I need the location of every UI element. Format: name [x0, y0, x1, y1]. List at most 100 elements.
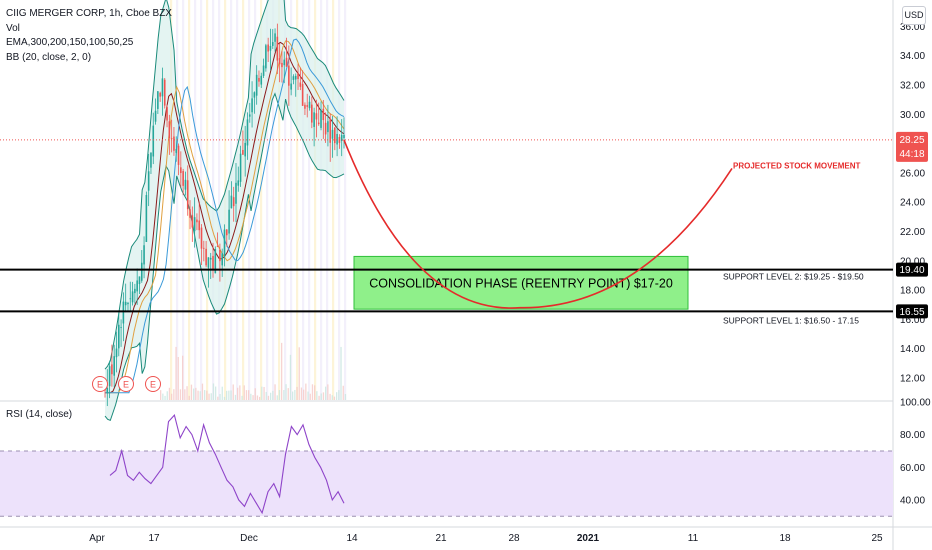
volume-indicator-label[interactable]: Vol [6, 22, 20, 34]
session-band [290, 0, 293, 400]
candle-body [308, 101, 311, 109]
rsi-indicator-label[interactable]: RSI (14, close) [6, 409, 73, 420]
volume-bar [287, 388, 289, 400]
price-tick-label: 22.00 [900, 227, 925, 238]
volume-bar [234, 394, 237, 400]
volume-bar [316, 391, 318, 400]
volume-bar [294, 389, 296, 400]
session-band [284, 0, 287, 400]
price-axis[interactable]: 12.00 14.00 16.00 18.00 20.00 22.00 24.00 26.00… [900, 22, 925, 385]
candle-body [315, 113, 318, 120]
candle-body [152, 125, 155, 157]
candle-body [173, 136, 175, 151]
volume-bar [248, 390, 250, 400]
rsi-axis[interactable]: 40.00 60.00 80.00 100.00 [900, 398, 931, 507]
candle-body [267, 44, 269, 52]
price-tick-label: 12.00 [900, 374, 925, 385]
volume-bar [226, 390, 228, 400]
volume-bar [267, 395, 270, 400]
volume-bar [305, 383, 307, 400]
consolidation-box[interactable] [353, 255, 689, 310]
time-axis[interactable]: Apr 17 Dec 14 21 28 2021 11 18 25 [89, 533, 883, 544]
volume-bar [201, 383, 204, 400]
symbol-title[interactable]: CIIG MERGER CORP, 1h, Cboe BZX [6, 8, 172, 19]
session-band [344, 0, 347, 400]
price-tick-label: 26.00 [900, 168, 925, 179]
volume-bar [300, 387, 303, 400]
candle-body [170, 137, 173, 139]
support-level-2-price: 19.40 [899, 265, 924, 276]
candle-body [216, 245, 219, 247]
price-tick-label: 14.00 [900, 344, 925, 355]
session-band [170, 0, 173, 400]
volume-bar [210, 393, 212, 400]
candle-body [182, 171, 184, 186]
volume-bar [276, 395, 278, 400]
volume-bar [333, 396, 336, 400]
candle-body [175, 148, 178, 153]
volume-bar [219, 393, 221, 400]
candle-body [209, 257, 212, 260]
volume-bar [217, 396, 219, 400]
candle-body [343, 134, 345, 139]
earnings-marker[interactable]: E [118, 376, 134, 392]
volume-bar [292, 391, 294, 400]
candle-body [239, 153, 242, 182]
candle-body [276, 36, 279, 61]
candle-body [140, 262, 143, 281]
volume-bar [221, 386, 223, 400]
candle-body [299, 82, 302, 87]
candle-body [159, 92, 161, 97]
candle-body [340, 134, 343, 141]
time-tick-label: Dec [240, 533, 258, 544]
session-band [320, 0, 323, 400]
candle-body [317, 122, 320, 125]
volume-bar [206, 390, 208, 400]
bb-lower [104, 92, 345, 422]
price-tick-label: 30.00 [900, 110, 925, 121]
candle-body [255, 74, 258, 96]
volume-bar [241, 395, 243, 400]
earnings-marker[interactable]: E [92, 376, 108, 392]
volume-bar [208, 393, 210, 400]
time-tick-label: 11 [688, 533, 699, 544]
volume-bar [327, 384, 329, 400]
currency-button[interactable]: USD [902, 6, 926, 25]
volume-bar [272, 390, 274, 400]
volume-bar [162, 393, 164, 400]
candle-body [269, 45, 272, 51]
price-tick-label: 34.00 [900, 51, 925, 62]
session-band [260, 0, 263, 400]
candle-body [203, 247, 205, 249]
earnings-marker[interactable]: E [145, 376, 161, 392]
candle-body [122, 301, 125, 324]
candle-body [294, 75, 297, 80]
session-band [212, 0, 215, 400]
bb-indicator-label[interactable]: BB (20, close, 2, 0) [6, 51, 92, 63]
projection-curve[interactable] [343, 139, 733, 309]
volume-bar [160, 390, 162, 400]
candle-body [246, 119, 249, 146]
volume-bar [256, 395, 259, 400]
volume-bar [197, 390, 199, 400]
bb-upper [104, 0, 345, 370]
ema-indicator-label[interactable]: EMA,300,200,150,100,50,25 [6, 37, 134, 48]
volume-bar [329, 393, 331, 400]
session-band [338, 0, 341, 400]
volume-bar [344, 394, 347, 400]
volume-bar [336, 392, 338, 400]
candle-body [111, 364, 113, 375]
candle-body [163, 79, 166, 106]
price-tick-label: 18.00 [900, 286, 925, 297]
session-band [332, 0, 335, 400]
volume-bar [278, 390, 281, 400]
candle-body [230, 195, 233, 209]
session-band [254, 0, 257, 400]
candle-body [324, 122, 327, 135]
volume-bar [177, 356, 179, 400]
candle-body [327, 121, 329, 133]
volume-bar [318, 395, 320, 400]
candle-body [212, 255, 214, 270]
